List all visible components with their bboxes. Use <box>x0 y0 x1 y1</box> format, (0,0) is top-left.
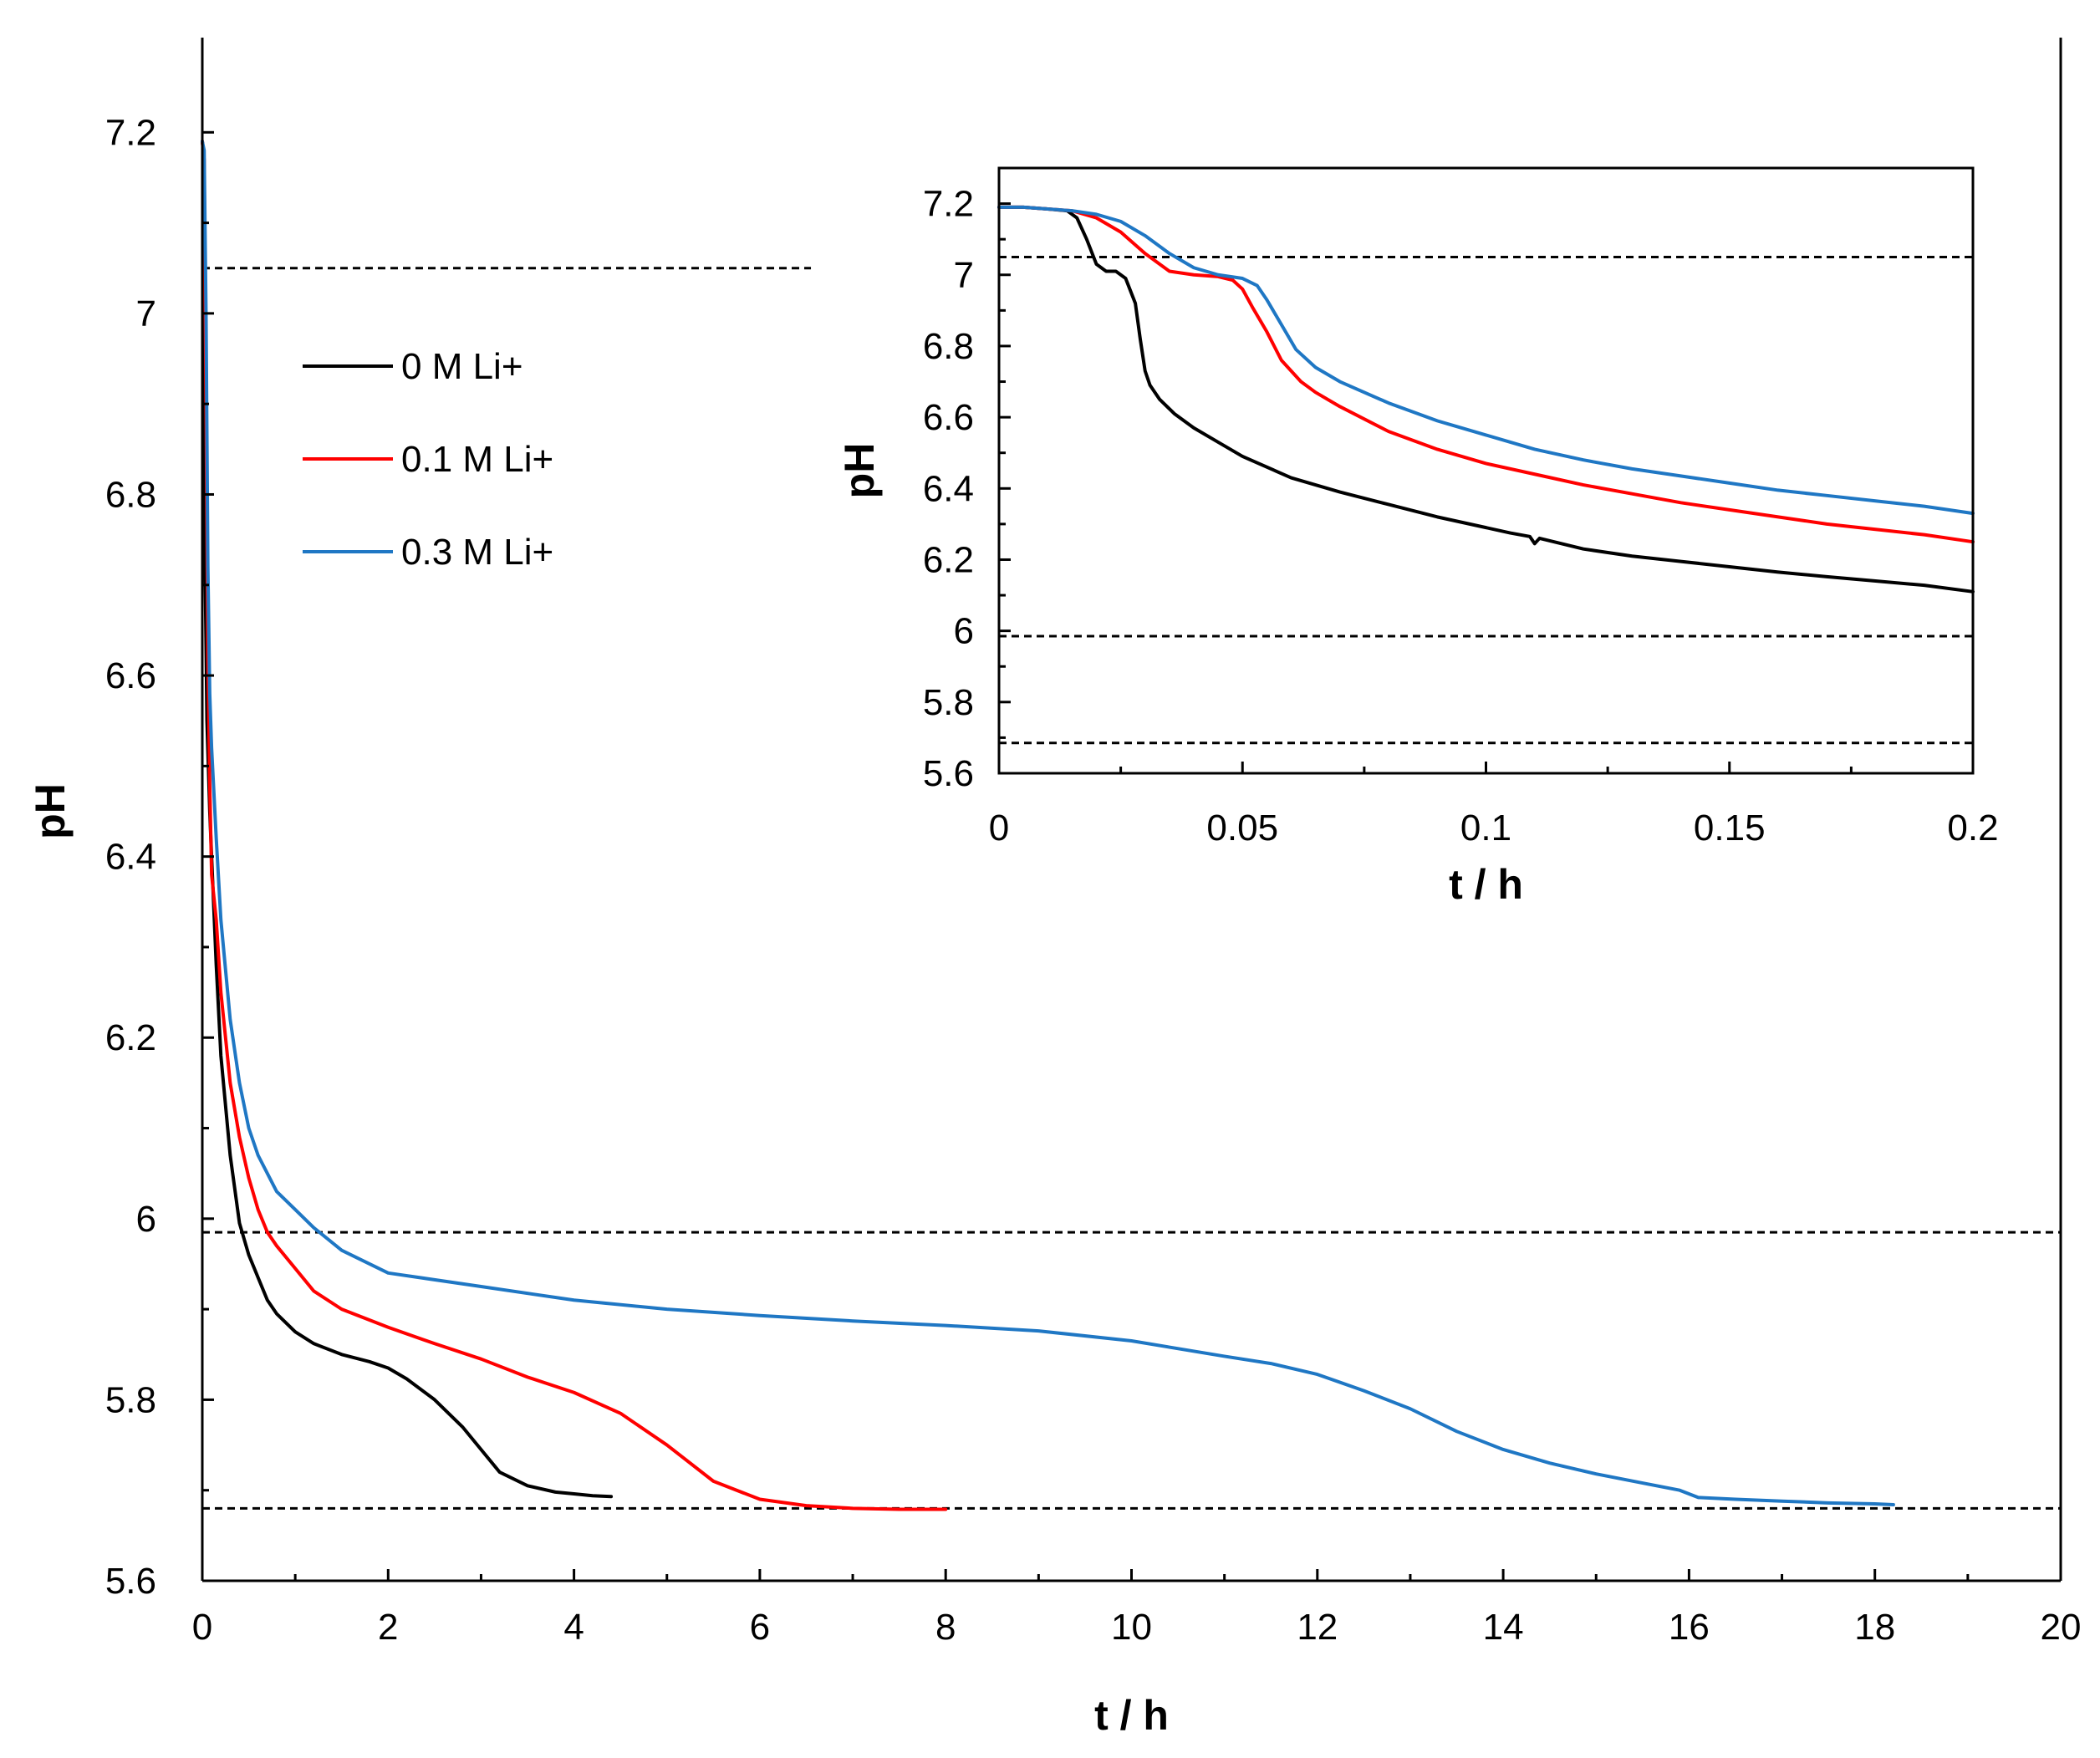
y-tick-label: 6 <box>136 1199 156 1240</box>
inset-y-axis: 5.6 5.8 6 6.2 6.4 6.6 6.8 7 7.2 <box>923 184 1011 794</box>
inset-series-group <box>997 205 1975 594</box>
series-line-1 <box>201 140 948 1511</box>
x-tick-label: 0.1 <box>1460 808 1511 848</box>
x-tick-label: 16 <box>1669 1607 1710 1648</box>
x-tick-label: 4 <box>563 1607 584 1648</box>
main-chart: 0 2 4 6 8 10 12 14 16 18 20 5.6 5.8 6 6.2 6.4 6.6 6.8 7 7.… <box>27 38 2081 1739</box>
legend: 0 M Li+ 0.1 M Li+ 0.3 M Li+ <box>303 346 553 573</box>
series-line-1 <box>997 205 1975 544</box>
legend-item: 0.1 M Li+ <box>303 439 553 480</box>
y-tick-label: 7 <box>136 293 156 334</box>
x-tick-label: 12 <box>1297 1607 1338 1648</box>
inset-y-axis-title: pH <box>836 443 883 499</box>
x-tick-label: 20 <box>2041 1607 2082 1648</box>
inset-background <box>836 117 2057 936</box>
inset-x-axis-title: t / h <box>1449 861 1523 908</box>
x-tick-label: 8 <box>935 1607 956 1648</box>
y-tick-label: 6.4 <box>923 468 974 509</box>
legend-label-0m: 0 M Li+ <box>401 346 523 387</box>
y-tick-label: 5.8 <box>923 682 974 723</box>
y-tick-label: 7 <box>954 255 974 296</box>
x-tick-label: 0.2 <box>1947 808 1998 848</box>
y-tick-label: 6.2 <box>923 539 974 580</box>
main-x-axis: 0 2 4 6 8 10 12 14 16 18 20 <box>192 1569 2082 1648</box>
y-tick-label: 6.6 <box>923 397 974 438</box>
x-tick-label: 2 <box>378 1607 398 1648</box>
main-series-group <box>201 140 1895 1511</box>
x-tick-label: 6 <box>750 1607 770 1648</box>
main-y-axis: 5.6 5.8 6 6.2 6.4 6.6 6.8 7 7.2 <box>105 38 2062 1602</box>
legend-label-03m: 0.3 M Li+ <box>401 532 553 573</box>
y-tick-label: 7.2 <box>923 184 974 225</box>
x-tick-label: 14 <box>1483 1607 1524 1648</box>
y-tick-label: 6.6 <box>105 655 156 696</box>
y-tick-label: 5.6 <box>105 1561 156 1602</box>
x-tick-label: 0.15 <box>1694 808 1766 848</box>
x-tick-label: 18 <box>1854 1607 1895 1648</box>
y-tick-label: 6.2 <box>105 1017 156 1058</box>
x-tick-label: 0.05 <box>1206 808 1278 848</box>
x-tick-label: 10 <box>1111 1607 1152 1648</box>
series-line-2 <box>201 140 1895 1507</box>
inset-x-axis: 0 0.05 0.1 0.15 0.2 <box>989 762 1999 848</box>
legend-item: 0 M Li+ <box>303 346 523 387</box>
y-tick-label: 5.8 <box>105 1379 156 1420</box>
y-tick-label: 6.8 <box>105 474 156 515</box>
legend-item: 0.3 M Li+ <box>303 532 553 573</box>
x-tick-label: 0 <box>192 1607 212 1648</box>
y-tick-label: 6.4 <box>105 837 156 878</box>
y-tick-label: 7.2 <box>105 112 156 153</box>
main-reference-lines <box>202 267 2061 1510</box>
main-y-axis-title: pH <box>27 783 74 839</box>
inset-chart: 0 0.05 0.1 0.15 0.2 5.65.866.26.46.66.877.2 … <box>836 117 2057 936</box>
main-x-axis-title: t / h <box>1094 1692 1169 1739</box>
legend-label-01m: 0.1 M Li+ <box>401 439 553 480</box>
y-tick-label: 6.8 <box>923 326 974 367</box>
series-line-2 <box>997 205 1975 516</box>
x-tick-label: 0 <box>989 808 1009 848</box>
y-tick-label: 6 <box>954 611 974 652</box>
y-tick-label: 5.6 <box>923 753 974 794</box>
series-line-0 <box>997 205 1975 594</box>
